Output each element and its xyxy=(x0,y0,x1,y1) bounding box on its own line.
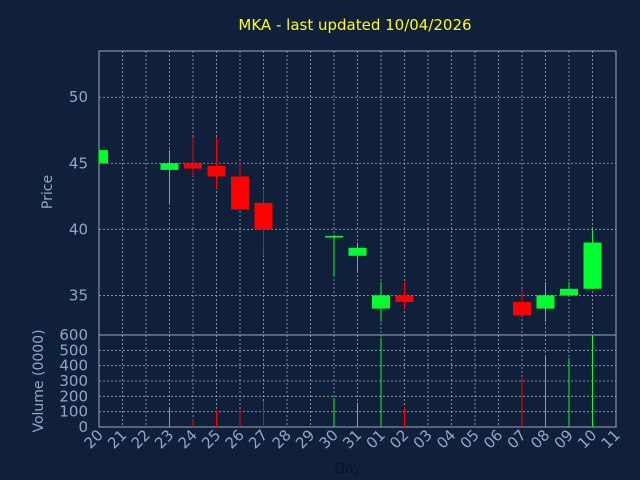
candle xyxy=(536,282,555,322)
x-axis: 2021222324252627282930310102030405060708… xyxy=(81,426,624,452)
volume-tick-label: 600 xyxy=(59,326,88,344)
volume-tick-label: 300 xyxy=(59,372,88,390)
volume-axis-label: Volume (0000) xyxy=(31,329,47,432)
candle-body xyxy=(536,295,555,309)
candle xyxy=(254,189,273,256)
volume-tick-label: 500 xyxy=(59,341,88,359)
volume-tick-label: 200 xyxy=(59,387,88,405)
candle xyxy=(513,288,531,316)
volume-tick-label: 100 xyxy=(59,403,88,421)
price-tick-label: 40 xyxy=(69,220,88,238)
candle-body xyxy=(254,202,273,230)
candle-body xyxy=(231,176,249,210)
volume-tick-label: 0 xyxy=(78,418,88,436)
candle-body xyxy=(560,288,578,296)
candle-body xyxy=(372,295,390,309)
x-axis-label: Day xyxy=(334,461,362,477)
candle-body xyxy=(99,150,108,164)
candle xyxy=(325,234,343,276)
candle xyxy=(207,136,226,190)
candle-body xyxy=(395,295,414,302)
price-axis-label: Price xyxy=(40,175,56,209)
candle xyxy=(560,282,578,296)
candle-body xyxy=(160,163,179,170)
candle xyxy=(372,282,390,322)
candle-body xyxy=(184,163,202,169)
candle xyxy=(184,136,202,177)
volume-tick-label: 400 xyxy=(59,357,88,375)
candle-body xyxy=(583,242,602,289)
price-tick-label: 50 xyxy=(69,88,88,106)
price-panel: 35 40 45 50 xyxy=(69,50,617,336)
candle xyxy=(160,150,179,203)
candle-body xyxy=(325,235,343,238)
price-tick-label: 35 xyxy=(69,286,88,304)
candle xyxy=(583,229,602,289)
candle xyxy=(348,242,367,272)
chart-title: MKA - last updated 10/04/2026 xyxy=(238,16,471,34)
candle xyxy=(395,282,414,309)
candle-body xyxy=(513,301,531,316)
candle-body xyxy=(348,247,367,256)
candle-body xyxy=(207,165,226,177)
price-tick-label: 45 xyxy=(69,154,88,172)
candle xyxy=(98,150,108,164)
candle xyxy=(231,163,249,210)
